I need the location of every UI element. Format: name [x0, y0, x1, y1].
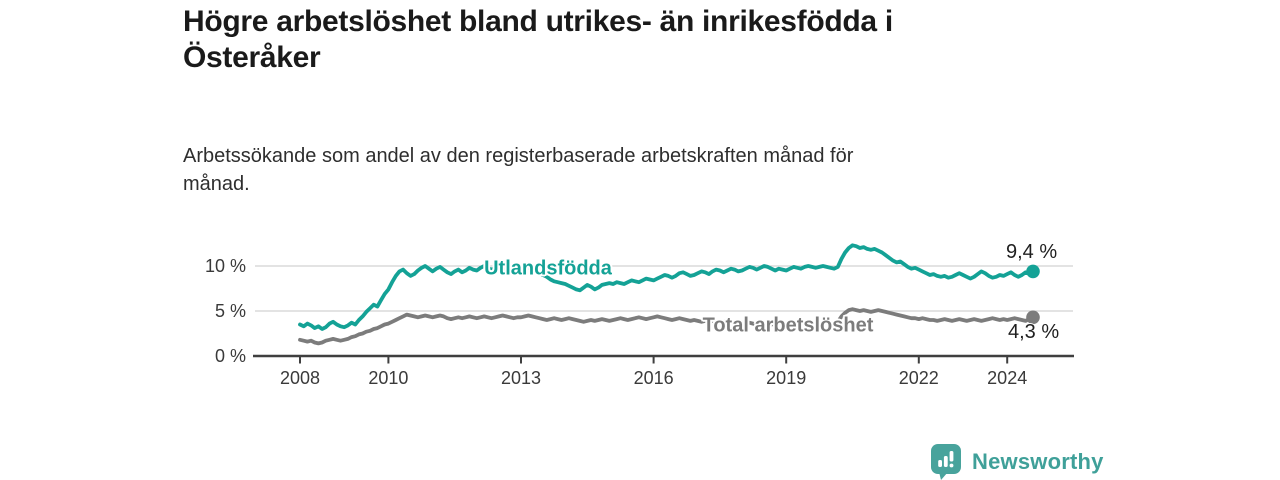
series-line-0	[298, 243, 1035, 331]
x-tick-label: 2016	[634, 368, 674, 388]
x-tick-label: 2019	[766, 368, 806, 388]
chart-title: Högre arbetslöshet bland utrikes- än inr…	[183, 5, 893, 74]
y-tick-label: 5 %	[215, 301, 246, 321]
end-value-total-arbetsloshet: 4,3 %	[1008, 321, 1060, 343]
series-endpoint-0	[1026, 264, 1040, 279]
y-tick-label: 10 %	[205, 256, 246, 276]
y-tick-label: 0 %	[215, 346, 246, 366]
x-tick-label: 2022	[899, 368, 939, 388]
series-endpoint-1	[1026, 310, 1040, 325]
x-tick-label: 2010	[368, 368, 408, 388]
newsworthy-brand: Newsworthy	[931, 444, 1104, 480]
newsworthy-brand-name: Newsworthy	[972, 449, 1104, 474]
chart-subtitle: Arbetssökande som andel av den registerb…	[183, 145, 854, 195]
series-label-utlandsfodda: Utlandsfödda	[484, 257, 612, 280]
series-line-1	[298, 307, 1035, 346]
x-tick-label: 2024	[987, 368, 1027, 388]
end-value-utlandsfodda: 9,4 %	[1006, 241, 1058, 263]
x-tick-label: 2008	[280, 368, 320, 388]
newsworthy-logo-icon	[931, 444, 961, 480]
series-label-total-arbetsloshet: Total arbetslöshet	[702, 314, 874, 337]
x-tick-label: 2013	[501, 368, 541, 388]
